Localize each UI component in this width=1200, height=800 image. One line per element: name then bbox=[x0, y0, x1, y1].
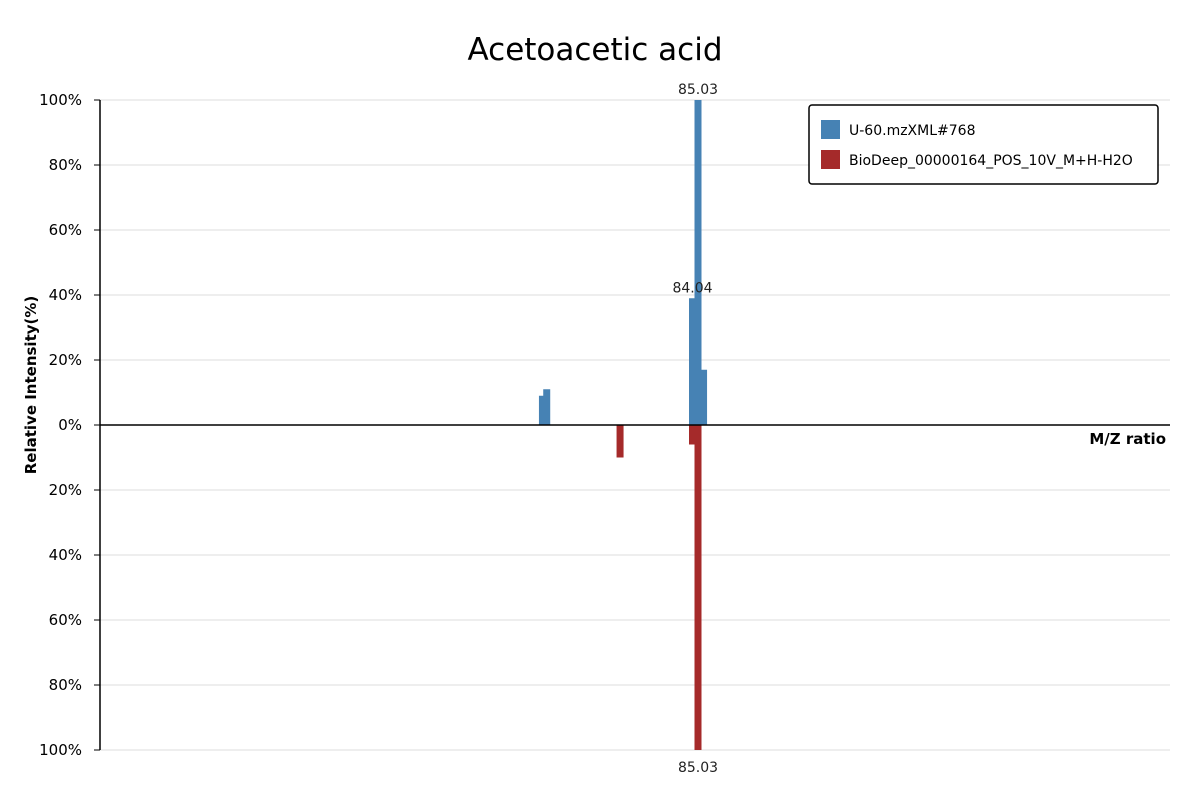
peak-bar bbox=[694, 425, 702, 750]
peak-bar bbox=[616, 425, 624, 458]
y-tick-label: 40% bbox=[49, 286, 82, 304]
y-tick-label: 20% bbox=[49, 481, 82, 499]
peak-label: 85.03 bbox=[678, 82, 718, 98]
legend-box bbox=[808, 104, 1159, 185]
peak-labels: 84.04 85.03 85.03 bbox=[672, 82, 718, 776]
y-tick-label: 80% bbox=[49, 676, 82, 694]
legend-label: U-60.mzXML#768 bbox=[849, 123, 975, 139]
grid-lines bbox=[94, 99, 1170, 751]
legend-label: BioDeep_00000164_POS_10V_M+H-H2O bbox=[849, 153, 1133, 169]
y-tick-label: 20% bbox=[49, 351, 82, 369]
legend: U-60.mzXML#768 BioDeep_00000164_POS_10V_M… bbox=[808, 104, 1159, 185]
y-tick-label: 100% bbox=[39, 741, 82, 759]
legend-swatch bbox=[821, 150, 840, 169]
y-tick-labels: 100% 80% 60% 40% 20% 0% 20% 40% 60% 80% 100% bbox=[39, 91, 82, 759]
chart-title: Acetoacetic acid bbox=[467, 32, 722, 68]
axes bbox=[99, 100, 1170, 750]
peak-bar bbox=[694, 100, 702, 425]
peak-bar bbox=[538, 395, 546, 425]
peak-bar bbox=[689, 425, 696, 445]
y-tick-label: 0% bbox=[58, 416, 82, 434]
peak-bars bbox=[538, 100, 708, 750]
peak-label: 84.04 bbox=[672, 280, 712, 296]
y-axis-label: Relative Intensity(%) bbox=[22, 296, 40, 475]
y-tick-label: 60% bbox=[49, 611, 82, 629]
peak-bar bbox=[689, 298, 696, 425]
x-axis-label: M/Z ratio bbox=[1089, 430, 1166, 448]
peak-bar bbox=[543, 389, 551, 425]
legend-swatch bbox=[821, 120, 840, 139]
y-tick-label: 60% bbox=[49, 221, 82, 239]
peak-bar bbox=[700, 369, 708, 425]
peak-label: 85.03 bbox=[678, 760, 718, 776]
y-tick-label: 100% bbox=[39, 91, 82, 109]
y-tick-label: 80% bbox=[49, 156, 82, 174]
y-tick-label: 40% bbox=[49, 546, 82, 564]
